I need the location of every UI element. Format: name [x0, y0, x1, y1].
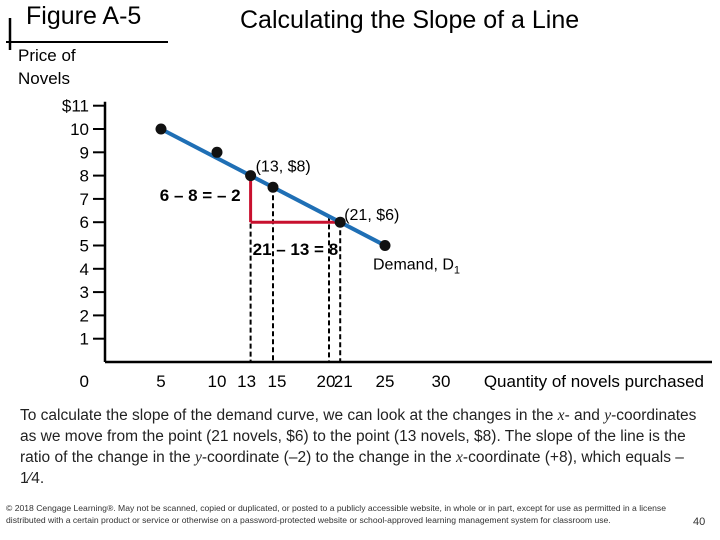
caption-text-5: -coordinate (+8), which equals –1⁄4. [20, 449, 684, 487]
annotation-point-13-8: (13, $8) [256, 159, 311, 176]
data-point [267, 181, 279, 193]
y-tick-label: 10 [70, 120, 89, 139]
x-tick-label: 15 [268, 372, 287, 391]
data-point [379, 240, 391, 251]
demand-label-main: Demand, D [373, 257, 454, 274]
y-tick-label: 6 [80, 213, 89, 232]
caption-x-var-2: x [456, 449, 463, 466]
guide-layer [249, 175, 342, 362]
x-tick-label: 25 [376, 372, 395, 391]
data-point [211, 146, 223, 158]
caption-text-3: -coordinates as we move from the point (… [20, 407, 697, 466]
axes-layer [93, 101, 712, 364]
x-tick-label: 13 [237, 372, 256, 391]
figure-caption: To calculate the slope of the demand cur… [20, 405, 700, 489]
x-tick-label: 21 [334, 372, 353, 391]
y-tick-label: 4 [80, 260, 89, 279]
x-tick-label: 20 [317, 372, 336, 391]
y-tick-label: 9 [80, 143, 89, 162]
y-tick-label: $11 [62, 97, 89, 116]
y-axis-title-line-1: Price of [18, 46, 76, 65]
annotation-point-21-6: (21, $6) [344, 207, 399, 224]
y-zero-label: 0 [80, 372, 89, 391]
y-tick-label: 7 [80, 190, 89, 209]
caption-text-1: To calculate the slope of the demand cur… [20, 407, 558, 424]
data-point [155, 123, 167, 135]
caption-text-2: - and [564, 407, 605, 424]
run-label: 21 – 13 = 8 [253, 240, 339, 259]
y-tick-label: 5 [80, 237, 89, 256]
x-tick-label: 30 [432, 372, 451, 391]
slope-triangle [249, 175, 341, 224]
data-point [334, 216, 346, 228]
y-tick-label: 8 [80, 167, 89, 186]
y-tick-label: 1 [80, 330, 89, 349]
y-tick-label: 3 [80, 283, 89, 302]
curve-layer [155, 123, 391, 251]
caption-y-var-2: y [194, 449, 202, 466]
y-tick-label: 2 [80, 306, 89, 325]
caption-y-var: y [604, 407, 612, 424]
copyright-notice: © 2018 Cengage Learning®. May not be sca… [6, 503, 666, 525]
caption-x-var: x [557, 407, 565, 424]
demand-label-subscript: 1 [454, 265, 460, 277]
rise-label: 6 – 8 = – 2 [160, 186, 241, 205]
slide-title: Calculating the Slope of a Line [240, 6, 580, 34]
y-axis-title-line-2: Novels [18, 69, 70, 88]
x-axis-title: Quantity of novels purchased [484, 372, 704, 391]
figure-label: Figure A-5 [26, 2, 142, 30]
page-number: 40 [693, 516, 706, 528]
demand-curve-label: Demand, D1 [373, 257, 460, 277]
x-tick-label: 5 [156, 372, 165, 391]
caption-text-4: -coordinate (–2) to the change in the [201, 449, 457, 466]
data-point [245, 170, 257, 182]
x-tick-label: 10 [208, 372, 227, 391]
